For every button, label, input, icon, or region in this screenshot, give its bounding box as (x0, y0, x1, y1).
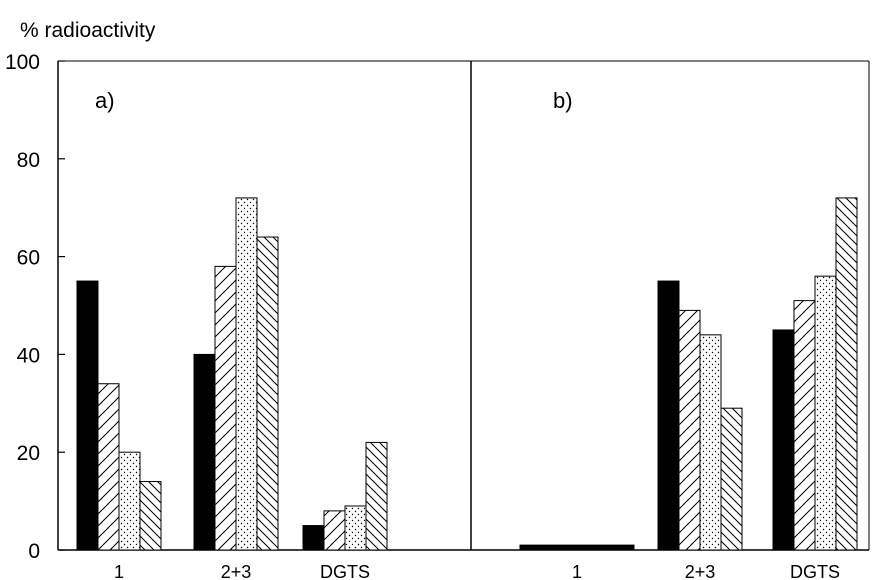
y-tick-label: 100 (5, 51, 40, 74)
x-tick-label: 1 (114, 562, 124, 580)
bar (657, 280, 680, 551)
panel-labels: a) b) (95, 88, 573, 113)
panel-label: a) (95, 88, 115, 113)
bar (235, 197, 258, 551)
panel-label: b) (553, 88, 573, 113)
bar (793, 300, 816, 551)
y-axis-label: % radioactivity (20, 19, 156, 42)
bar (699, 334, 722, 551)
y-tick-label: 20 (17, 442, 40, 465)
bar (323, 510, 346, 551)
axes (57, 60, 870, 551)
bar (772, 329, 795, 551)
y-tick-label: 60 (17, 247, 40, 270)
y-ticks: 0 20 40 60 80 100 (5, 51, 65, 563)
bar (139, 481, 162, 551)
bar (814, 275, 837, 551)
bar (214, 265, 237, 551)
bar (678, 309, 701, 551)
bar (519, 544, 635, 551)
x-tick-label: 2+3 (685, 562, 716, 580)
bar (835, 197, 858, 551)
bar (118, 451, 141, 551)
bar (193, 353, 216, 551)
x-ticks: 1 2+3 DGTS 1 2+3 DGTS (114, 562, 840, 580)
y-tick-label: 40 (17, 344, 40, 367)
bar (76, 280, 99, 551)
bar (365, 441, 388, 551)
x-tick-label: DGTS (790, 562, 840, 580)
x-tick-label: 2+3 (221, 562, 252, 580)
bar (720, 407, 743, 551)
bars (76, 197, 858, 551)
bar (344, 505, 367, 551)
y-tick-label: 80 (17, 149, 40, 172)
bar (302, 525, 325, 551)
x-tick-label: DGTS (320, 562, 370, 580)
x-tick-label: 1 (572, 562, 582, 580)
bar (256, 236, 279, 551)
y-tick-label: 0 (28, 540, 40, 563)
bar (97, 383, 120, 551)
